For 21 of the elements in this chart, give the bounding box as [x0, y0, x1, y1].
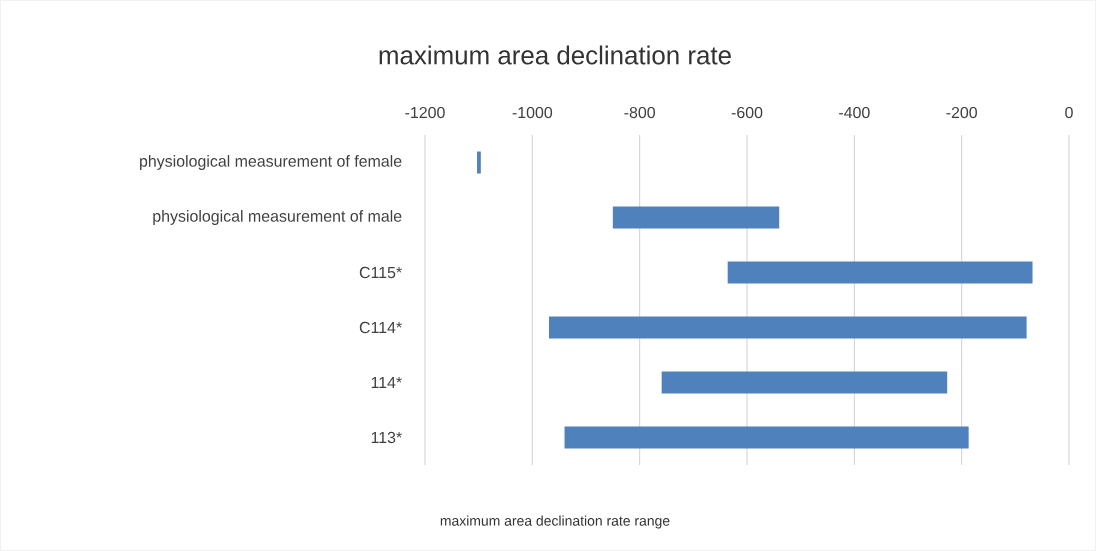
- x-tick-label: -600: [731, 106, 763, 119]
- y-tick-label: 113*: [371, 431, 402, 444]
- x-tick-label: -800: [624, 106, 655, 119]
- y-tick-label: 114*: [371, 377, 402, 388]
- bar: [727, 261, 1033, 284]
- bar: [661, 371, 948, 394]
- bar: [612, 206, 780, 229]
- y-tick-label: C114*: [359, 321, 402, 334]
- chart-title: maximum area declination rate: [379, 45, 731, 65]
- x-tick-label: -1200: [405, 106, 445, 119]
- bar: [477, 151, 481, 174]
- y-tick-label: physiological measurement of female: [140, 155, 402, 170]
- x-tick-label: -400: [839, 106, 870, 119]
- x-tick-label: -1000: [512, 106, 553, 119]
- x-tick-label: -200: [946, 106, 977, 119]
- x-axis-title: maximum area declination rate range: [440, 515, 670, 529]
- bar: [564, 426, 969, 449]
- y-tick-label: physiological measurement of male: [153, 210, 402, 225]
- bar: [548, 316, 1027, 339]
- x-tick-label: 0: [1065, 106, 1073, 119]
- y-tick-label: C115*: [359, 266, 402, 279]
